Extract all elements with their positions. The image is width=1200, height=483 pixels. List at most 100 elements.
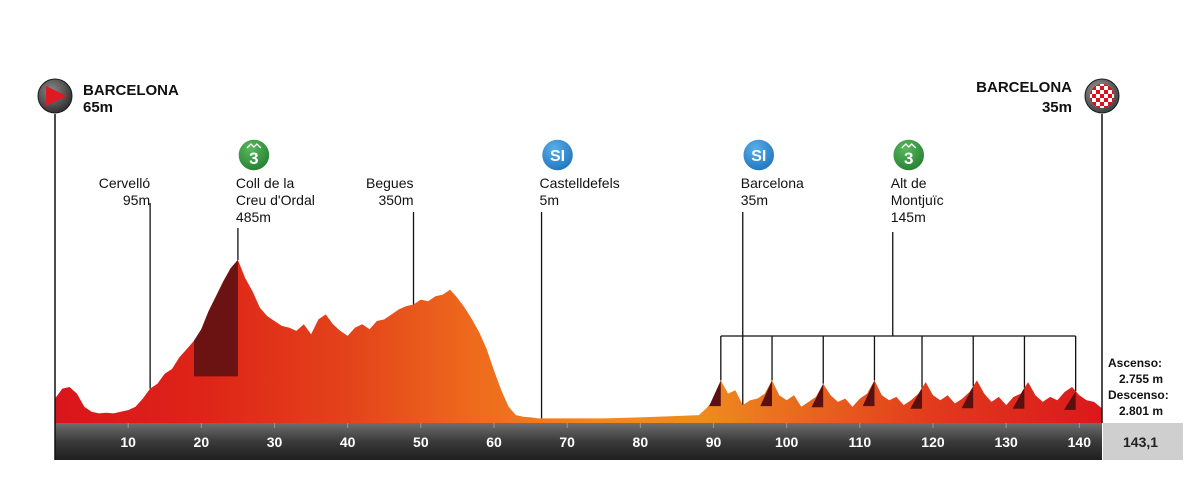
checker-cell [1100,84,1104,86]
point-name: Begues [366,175,413,191]
mountain-icon [246,143,262,149]
start-altitude: 65m [83,99,113,116]
checker-cell [1108,86,1112,90]
x-tick-label: 110 [849,434,872,450]
point-name: Castelldefels [540,175,620,191]
checker-cell [1100,102,1104,106]
x-tick-label: 60 [486,434,502,450]
distance-axis: 143,1 10 20 30 40 50 60 70 80 90 100 110 120 130 140 [55,423,1183,460]
x-tick-label: 120 [921,434,945,450]
checker-cell [1108,90,1112,94]
climb-category-label: 3 [904,149,913,168]
x-tick-label: 50 [413,434,429,450]
x-tick-label: 80 [633,434,649,450]
checker-cell [1112,98,1114,102]
point-name: Cervelló [99,175,151,191]
point-altitude: 485m [236,209,271,225]
checker-cell [1104,86,1108,90]
checker-cell [1108,102,1112,106]
checker-cell [1108,98,1112,102]
mountain-icon [901,143,917,149]
checker-cell [1104,106,1108,108]
checker-cell [1112,94,1114,98]
checker-cell [1090,98,1092,102]
point-name: Montjuïc [891,192,944,208]
checker-cell [1096,98,1100,102]
lap-climb-shading [1012,387,1025,409]
point-altitude: 145m [891,209,926,225]
checkered-flag-icon [1090,84,1114,108]
checker-cell [1092,102,1096,106]
checker-cell [1096,86,1100,90]
checker-cell [1096,106,1100,108]
checker-cell [1092,94,1096,98]
x-tick-label: 100 [775,434,799,450]
point-name: Creu d'Ordal [236,192,315,208]
lap-climb-shading [760,380,772,407]
lap-climb-shading [910,387,922,409]
checker-cell [1104,98,1108,102]
sprint-icon [742,138,776,172]
checker-cell [1104,102,1108,106]
x-tick-label: 20 [194,434,210,450]
checker-cell [1104,90,1108,94]
ascent-value: 2.755 m [1119,372,1163,386]
point-altitude: 95m [123,192,150,208]
total-distance-box [1103,423,1183,460]
x-tick-label: 140 [1068,434,1092,450]
sprint-icon [540,138,575,172]
checker-cell [1100,106,1104,108]
checker-cell [1100,90,1104,94]
point-altitude: 35m [741,192,768,208]
lap-climb-shading [862,380,875,407]
checker-cell [1108,94,1112,98]
checker-cell [1092,98,1096,102]
x-tick-label: 30 [267,434,283,450]
checker-cell [1112,90,1114,94]
climb-category-icon [237,138,271,172]
x-tick-label: 10 [120,434,136,450]
descent-label: Descenso: [1108,388,1169,402]
distance-axis-bar [55,423,1102,460]
start-marker: BARCELONA 65m [37,78,179,460]
climb-shading [194,259,238,377]
lap-climb-shading [709,380,721,407]
checker-cell [1100,86,1104,90]
x-tick-label: 40 [340,434,356,450]
checker-cell [1100,94,1104,98]
checker-cell [1092,86,1096,90]
profile-layer [55,259,1102,423]
sprint-label: SI [550,148,565,165]
checker-cell [1104,84,1108,86]
start-name: BARCELONA [83,82,179,99]
checker-cell [1096,84,1100,86]
checker-cell [1096,102,1100,106]
lap-climb-shading [1064,391,1076,410]
checker-cell [1104,94,1108,98]
point-name: Alt de [891,175,927,191]
climb-category-icon [891,138,926,172]
lap-climb-shading [811,383,824,408]
climb-category-label: 3 [249,149,258,168]
finish-altitude: 35m [1042,99,1072,116]
profile-area [55,259,1102,423]
finish-name: BARCELONA [976,79,1072,96]
sprint-label: SI [751,148,766,165]
checker-cell [1096,94,1100,98]
point-altitude: 5m [540,192,559,208]
checker-cell [1100,98,1104,102]
x-tick-label: 70 [559,434,575,450]
lap-climb-shading [961,386,974,409]
x-tick-label: 90 [706,434,722,450]
ascent-label: Ascenso: [1108,356,1162,370]
checker-cell [1090,90,1092,94]
point-name: Coll de la [236,175,295,191]
x-tick-label: 130 [994,434,1018,450]
